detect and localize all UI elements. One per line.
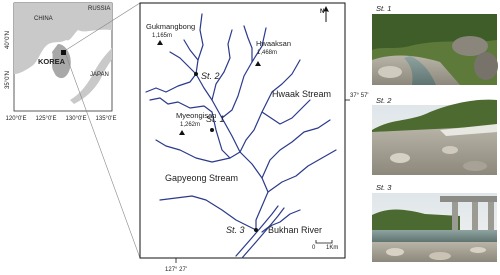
main-map: Gukmangbong 1,165m Hwaaksan 1,468m Myeon…: [139, 2, 346, 259]
north-label: N: [320, 9, 324, 15]
station-label: St. 2: [201, 71, 220, 81]
peak-name: Gukmangbong: [146, 22, 195, 31]
inset-map: RUSSIA CHINA KOREA JAPAN 40°0'N 35°0'N 1…: [5, 2, 117, 122]
streams: [145, 13, 337, 259]
country-label: KOREA: [38, 57, 66, 66]
photo-label: St. 3: [376, 183, 392, 192]
peak-name: Hwaaksan: [256, 39, 291, 48]
photo: St. 2: [372, 96, 497, 175]
peak-elevation: 1,468m: [257, 50, 277, 56]
peak-elevation: 1,165m: [152, 33, 172, 39]
photo: St. 3: [372, 183, 497, 262]
lon-label: 135°0'E: [96, 116, 117, 122]
station-label: St. 3: [226, 225, 245, 235]
connector: [65, 2, 141, 51]
lon-label: 120°0'E: [6, 116, 27, 122]
stream-label: Hwaak Stream: [272, 89, 331, 99]
station-label: St. 1: [206, 114, 225, 124]
country-label: RUSSIA: [88, 6, 110, 12]
stream-label: Bukhan River: [268, 225, 322, 235]
scale-bar: 0 1Km: [312, 240, 338, 251]
lon-label: 125°0'E: [36, 116, 57, 122]
lon-label: 130°0'E: [66, 116, 87, 122]
photo-label: St. 1: [376, 4, 391, 13]
longitude-label: 127° 27': [165, 267, 187, 273]
connector: [65, 54, 141, 259]
scale-label: 1Km: [326, 245, 338, 251]
latitude-label: 37° 57': [350, 93, 369, 99]
photo: St. 1: [372, 4, 498, 85]
scale-label: 0: [312, 245, 316, 251]
north-arrow: N: [320, 6, 329, 22]
peak-elevation: 1,262m: [180, 122, 200, 128]
country-label: JAPAN: [90, 72, 109, 78]
country-label: CHINA: [34, 16, 53, 22]
lat-label: 40°0'N: [5, 31, 11, 49]
stream-label: Gapyeong Stream: [165, 173, 238, 183]
photo-label: St. 2: [376, 96, 392, 105]
lat-label: 35°0'N: [5, 71, 11, 89]
peak-name: Myeongisan: [176, 111, 216, 120]
